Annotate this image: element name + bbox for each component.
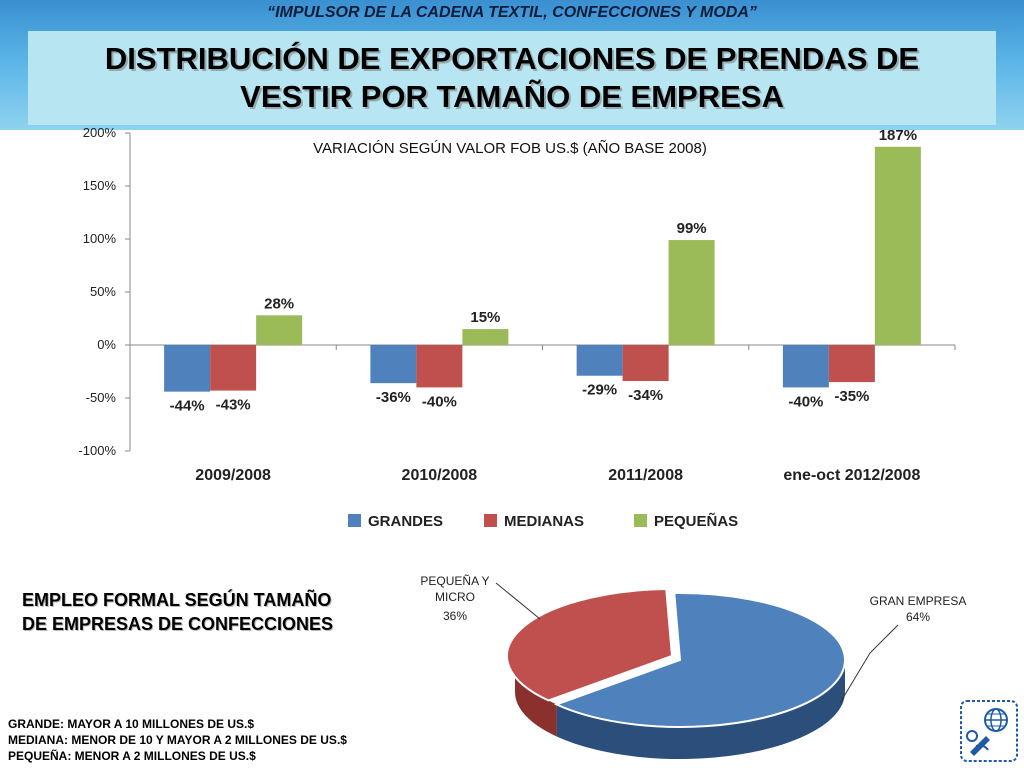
bar-data-label: 187% [879, 127, 917, 144]
legend-swatch-grandes [348, 514, 361, 527]
x-category-label: 2010/2008 [402, 467, 478, 484]
y-tick-label: 100% [83, 231, 117, 246]
note-mediana: MEDIANA: MENOR DE 10 Y MAYOR A 2 MILLONE… [8, 733, 347, 747]
bar-grandes [370, 345, 417, 384]
bar-data-label: 15% [470, 309, 500, 326]
legend-swatch-pequeñas [634, 514, 647, 527]
employment-title-line-1: EMPLEO FORMAL SEGÚN TAMAÑO [22, 590, 332, 610]
chart-subtitle: VARIACIÓN SEGÚN VALOR FOB US.$ (AÑO BASE… [313, 140, 707, 157]
pie-leader-gran-empresa [839, 624, 899, 704]
pie-slice-gran-empresa [553, 592, 846, 728]
bar-data-label: 99% [677, 220, 707, 237]
bar-data-label: 28% [264, 295, 294, 312]
employment-title-line-2: DE EMPRESAS DE CONFECCIONES [22, 614, 334, 634]
bar-pequeñas [462, 329, 509, 345]
page-title: DISTRIBUCIÓN DE EXPORTACIONES DE PRENDAS… [28, 40, 996, 116]
bar-data-label: -35% [834, 388, 869, 405]
bar-data-label: -43% [216, 397, 251, 414]
pie-value-pequena: 36% [443, 609, 467, 623]
bar-medianas [210, 345, 257, 391]
bar-pequeñas [668, 240, 715, 345]
legend-swatch-medianas [484, 514, 497, 527]
supertitle: “IMPULSOR DE LA CADENA TEXTIL, CONFECCIO… [267, 4, 757, 21]
pie-side-pequena-micro [515, 660, 557, 737]
y-tick-label: -50% [86, 390, 117, 405]
pie-value-gran-empresa: 64% [906, 610, 930, 624]
bar-data-label: -36% [376, 389, 411, 406]
globe-hanger-logo-icon [960, 700, 1018, 762]
employment-pie-chart: GRAN EMPRESA 64% PEQUEÑA Y MICRO 36% [420, 574, 967, 759]
legend-label: GRANDES [368, 513, 443, 530]
x-category-label: ene-oct 2012/2008 [783, 467, 920, 484]
export-variation-bar-chart: 200% 150% 100% 50% 0% -50% -100% -44% -43% 28% 200… [78, 125, 956, 530]
chart-legend: GRANDES MEDIANAS PEQUEÑAS [348, 512, 738, 530]
y-tick-label: -100% [78, 443, 116, 458]
note-grande: GRANDE: MAYOR A 10 MILLONES DE US.$ [8, 717, 255, 731]
pie-slice-group-pequena [506, 588, 674, 702]
pie-side-gran-empresa [556, 660, 845, 759]
bar-medianas [416, 345, 463, 388]
bar-pequeñas [874, 146, 921, 345]
employment-section-title: EMPLEO FORMAL SEGÚN TAMAÑO DE EMPRESAS D… [22, 588, 402, 636]
x-category-label: 2011/2008 [608, 467, 683, 484]
pie-label-gran-empresa: GRAN EMPRESA [870, 594, 967, 608]
bar-data-label: -40% [422, 393, 457, 410]
size-definitions: GRANDE: MAYOR A 10 MILLONES DE US.$ MEDI… [8, 716, 448, 764]
x-category-label: 2009/2008 [195, 467, 271, 484]
bar-data-label: -29% [582, 382, 617, 399]
bar-pequeñas [256, 315, 303, 345]
bar-grandes [782, 345, 829, 388]
pie-slice-pequena-micro [506, 588, 674, 702]
pie-label-pequena-line-2: MICRO [435, 590, 475, 604]
legend-label: PEQUEÑAS [654, 512, 738, 530]
y-tick-label: 0% [97, 337, 116, 352]
page-title-line-2: VESTIR POR TAMAÑO DE EMPRESA [240, 79, 784, 114]
bar-data-label: -40% [788, 393, 823, 410]
pie-leader-pequena [495, 582, 541, 620]
bar-data-label: -34% [628, 387, 663, 404]
y-tick-label: 150% [83, 178, 117, 193]
note-pequena: PEQUEÑA: MENOR A 2 MILLONES DE US.$ [8, 749, 256, 763]
title-box [28, 31, 996, 125]
pie-label-pequena-line-1: PEQUEÑA Y [420, 574, 489, 588]
page-title-line-1: DISTRIBUCIÓN DE EXPORTACIONES DE PRENDAS… [104, 41, 920, 76]
bar-medianas [828, 345, 875, 383]
legend-label: MEDIANAS [504, 513, 584, 530]
bar-medianas [622, 345, 669, 382]
bar-grandes [576, 345, 623, 376]
y-tick-label: 200% [83, 125, 117, 140]
bar-grandes [164, 345, 211, 392]
bar-data-label: -44% [170, 398, 205, 415]
y-tick-label: 50% [90, 284, 116, 299]
